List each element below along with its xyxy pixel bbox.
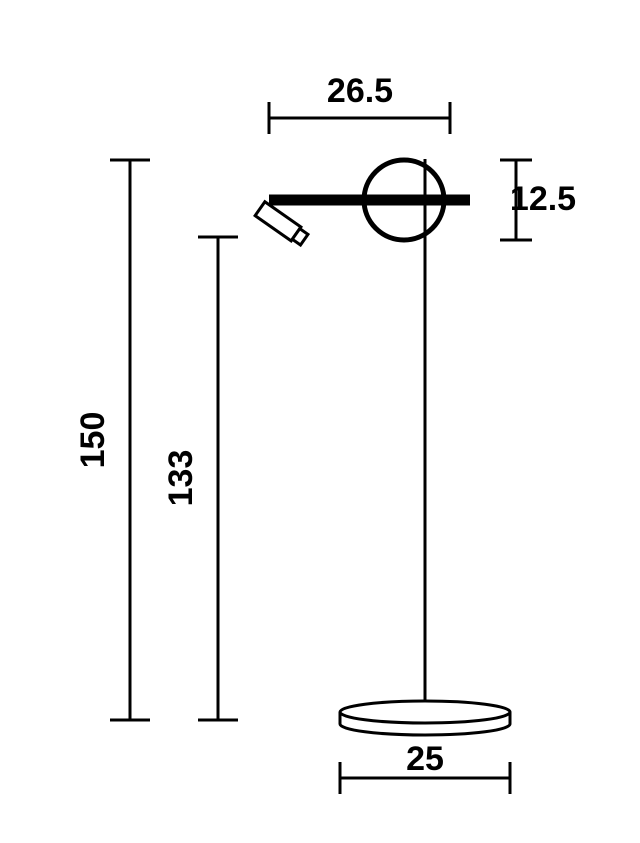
dim-total-height: 150 [74,160,150,720]
lamp-base-bottom [340,724,510,735]
dim-ring-height: 12.5 [500,160,576,240]
dim-arm-width: 26.5 [269,72,450,134]
lamp-spotlight [255,202,309,247]
dim-pole-height-label: 133 [162,450,200,507]
lamp-drawing [255,159,510,735]
dim-base-width: 25 [340,740,510,794]
dim-base-width-label: 25 [406,740,444,778]
dim-arm-width-label: 26.5 [327,72,393,110]
dim-ring-height-label: 12.5 [510,180,576,218]
dim-pole-height: 133 [162,237,238,720]
lamp-base-top [340,701,510,723]
dim-total-height-label: 150 [74,412,112,469]
